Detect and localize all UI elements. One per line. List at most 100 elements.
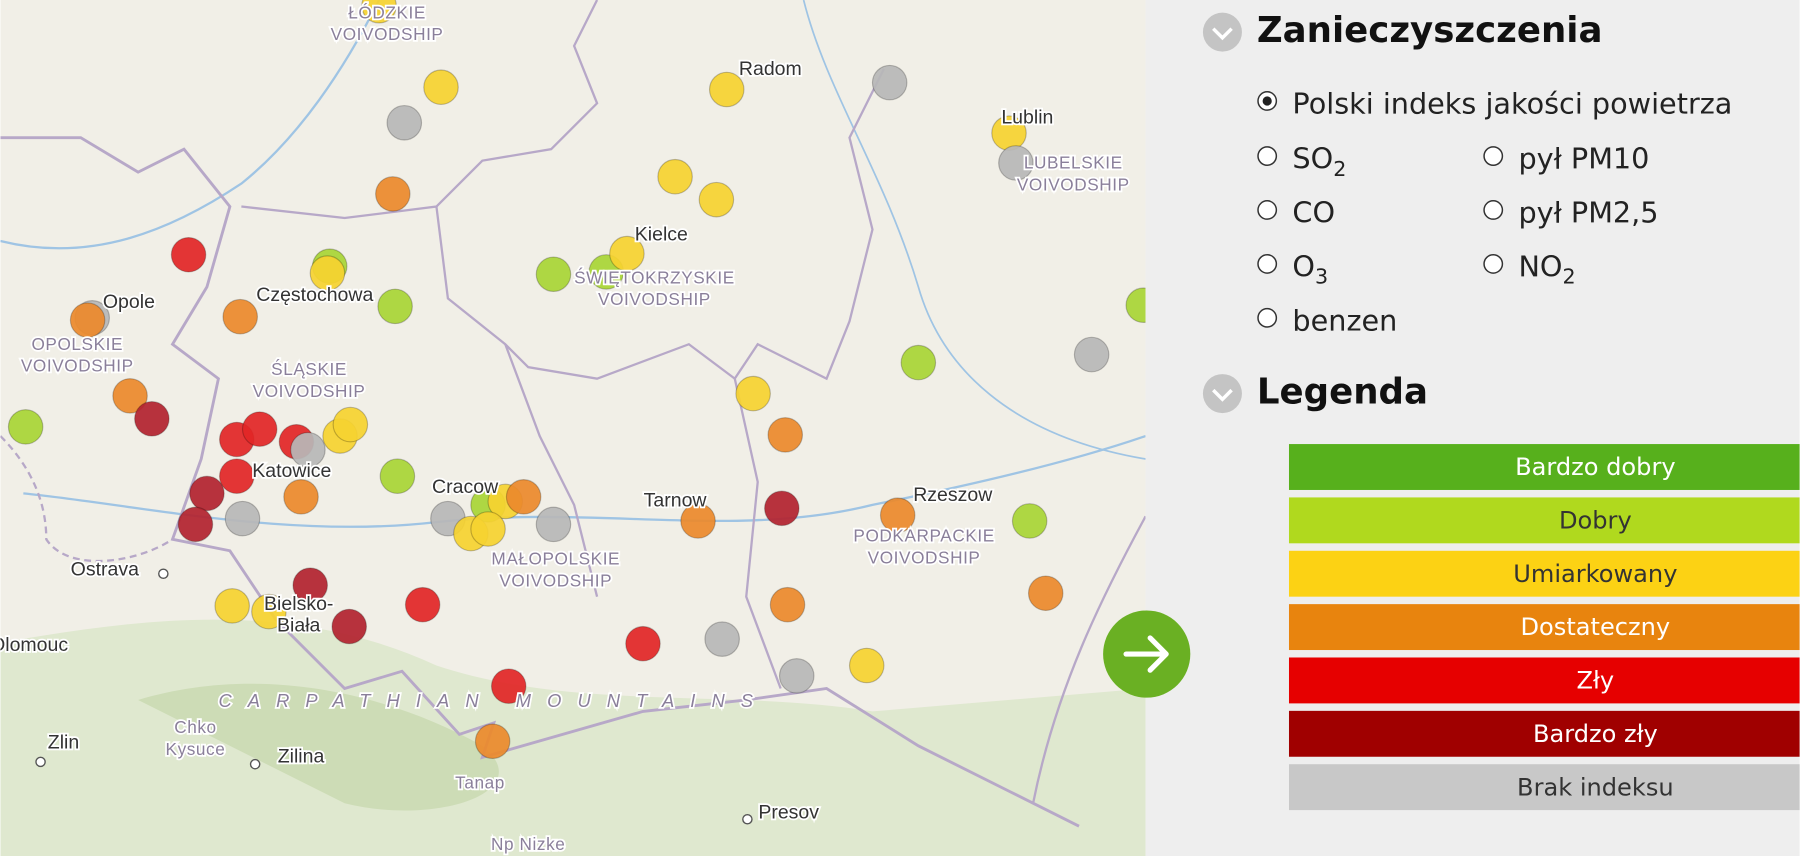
station-marker[interactable]	[292, 567, 328, 603]
station-marker[interactable]	[386, 104, 423, 141]
toggle[interactable]	[1202, 374, 1242, 414]
map-label: CARPATHIAN MOUNTAINS	[219, 690, 770, 711]
radio-option[interactable]: O3	[1257, 250, 1328, 289]
station-marker[interactable]	[769, 586, 806, 623]
station-marker[interactable]	[1073, 336, 1110, 373]
legend-label: Zły	[1577, 667, 1615, 695]
forest	[138, 683, 499, 811]
station-marker[interactable]	[704, 621, 740, 657]
radio-option[interactable]: benzen	[1257, 303, 1397, 337]
station-marker[interactable]	[361, 0, 397, 24]
city-dot	[249, 758, 261, 770]
map-label: VOIVODSHIP	[499, 570, 612, 590]
station-marker[interactable]	[848, 647, 885, 684]
station-marker[interactable]	[698, 181, 735, 218]
station-marker[interactable]	[379, 458, 416, 494]
map-label: Kielce	[635, 223, 688, 245]
radio-option[interactable]: NO2	[1483, 250, 1576, 289]
map-label: Tanap	[455, 772, 505, 792]
station-marker[interactable]	[377, 288, 413, 325]
map-label: Rzeszow	[913, 484, 993, 506]
station-marker[interactable]	[1027, 575, 1064, 612]
station-marker[interactable]	[767, 417, 804, 453]
station-marker[interactable]	[112, 378, 148, 414]
station-marker[interactable]	[214, 588, 250, 624]
station-marker[interactable]	[251, 593, 287, 630]
legend-label: Dostateczny	[1521, 613, 1671, 641]
map-label: Częstochowa	[256, 284, 373, 306]
station-marker[interactable]	[134, 401, 170, 437]
station-marker[interactable]	[474, 723, 511, 760]
station-marker[interactable]	[331, 608, 368, 645]
mountain-area	[0, 619, 1146, 856]
station-marker[interactable]	[189, 475, 225, 512]
toggle[interactable]	[1202, 12, 1242, 52]
station-marker[interactable]	[657, 158, 693, 195]
station-marker[interactable]	[609, 235, 645, 272]
map-label: Kysuce	[166, 739, 226, 759]
station-marker[interactable]	[218, 458, 255, 494]
station-marker[interactable]	[224, 500, 261, 537]
station-marker[interactable]	[871, 64, 908, 101]
station-marker[interactable]	[900, 344, 937, 381]
station-marker[interactable]	[1011, 503, 1048, 539]
station-marker[interactable]	[7, 409, 44, 445]
station-marker[interactable]	[680, 503, 716, 539]
station-marker[interactable]	[170, 236, 207, 273]
radio-option[interactable]: CO	[1257, 196, 1335, 230]
radio-button	[1257, 146, 1278, 166]
option-text: Polski indeks jakości powietrza	[1292, 87, 1732, 121]
station-marker[interactable]	[241, 411, 278, 447]
option-text: SO	[1292, 142, 1333, 176]
radio-option[interactable]: pył PM10	[1483, 142, 1649, 176]
legend-label: Dobry	[1559, 507, 1632, 535]
river	[0, 0, 381, 250]
station-marker[interactable]	[423, 69, 459, 105]
station-marker[interactable]	[778, 658, 815, 694]
station-marker[interactable]	[505, 479, 542, 515]
option-label: O3	[1292, 250, 1328, 289]
map-label: LUBELSKIE	[1024, 153, 1123, 173]
map-label: VOIVODSHIP	[331, 24, 444, 44]
station-marker[interactable]	[1125, 287, 1160, 324]
map-label: VOIVODSHIP	[253, 381, 366, 401]
station-marker[interactable]	[69, 302, 106, 338]
station-marker[interactable]	[283, 479, 319, 515]
map-label: Radom	[739, 58, 802, 80]
station-marker[interactable]	[375, 176, 411, 212]
station-marker[interactable]	[535, 506, 572, 543]
option-label: pył PM10	[1518, 142, 1649, 176]
station-marker[interactable]	[177, 506, 214, 543]
station-marker[interactable]	[222, 298, 258, 335]
map-label: PODKARPACKIE	[853, 526, 994, 546]
radio-option[interactable]: pył PM2,5	[1483, 196, 1659, 230]
station-marker[interactable]	[309, 255, 346, 291]
station-marker[interactable]	[332, 406, 369, 443]
station-marker[interactable]	[879, 497, 916, 533]
map-label: Presov	[758, 802, 819, 824]
legend-label: Bardzo zły	[1533, 720, 1658, 748]
station-marker[interactable]	[625, 625, 661, 662]
radio-option[interactable]: SO2	[1257, 142, 1346, 181]
station-marker[interactable]	[404, 586, 441, 623]
station-marker[interactable]	[735, 375, 771, 412]
station-marker[interactable]	[470, 511, 506, 547]
option-text: benzen	[1292, 303, 1397, 337]
radio-option[interactable]: Polski indeks jakości powietrza	[1257, 87, 1732, 121]
map[interactable]: ŁÓDZKIEVOIVODSHIPRadomLublinLUBELSKIEVOI…	[0, 0, 1160, 856]
map-label: Zilina	[278, 745, 325, 767]
next-button[interactable]	[1103, 610, 1191, 698]
legend-swatch	[1288, 604, 1800, 651]
option-subscript: 2	[1563, 265, 1576, 289]
map-label: Lublin	[1001, 106, 1053, 128]
legend-swatch	[1288, 657, 1800, 704]
map-label: Tarnow	[644, 490, 708, 512]
station-marker[interactable]	[998, 145, 1034, 181]
station-marker[interactable]	[535, 256, 572, 293]
station-marker[interactable]	[290, 432, 326, 468]
option-label: CO	[1292, 196, 1335, 230]
station-marker[interactable]	[490, 668, 527, 704]
station-marker[interactable]	[764, 490, 800, 527]
station-marker[interactable]	[708, 71, 745, 108]
